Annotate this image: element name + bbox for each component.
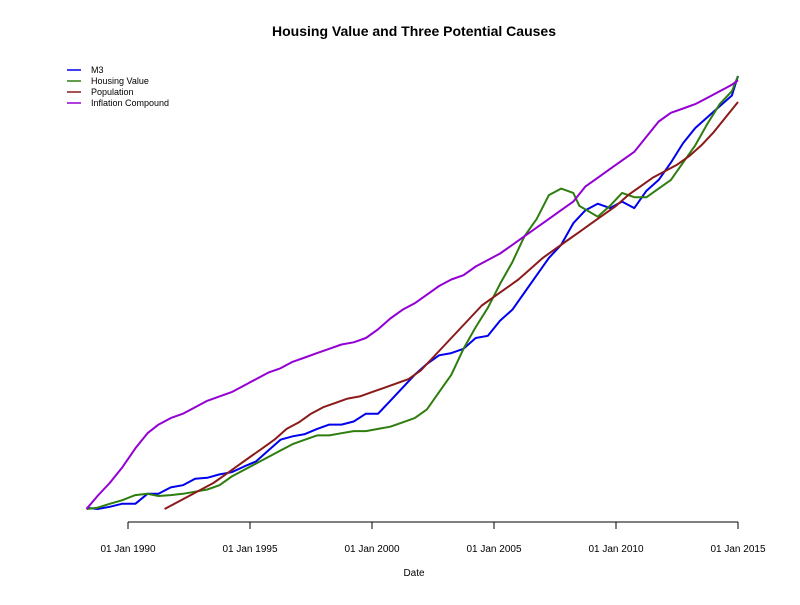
x-tick-label: 01 Jan 1995 [222, 544, 277, 555]
x-axis-label: Date [403, 568, 425, 579]
chart-title: Housing Value and Three Potential Causes [272, 23, 556, 39]
legend-label: Population [91, 87, 134, 97]
legend-label: M3 [91, 65, 104, 75]
legend-label: Inflation Compound [91, 98, 169, 108]
x-tick-label: 01 Jan 2000 [344, 544, 399, 555]
x-tick-label: 01 Jan 2015 [710, 544, 765, 555]
x-tick-label: 01 Jan 1990 [100, 544, 155, 555]
legend-label: Housing Value [91, 76, 149, 86]
x-tick-label: 01 Jan 2010 [588, 544, 643, 555]
x-tick-label: 01 Jan 2005 [466, 544, 521, 555]
